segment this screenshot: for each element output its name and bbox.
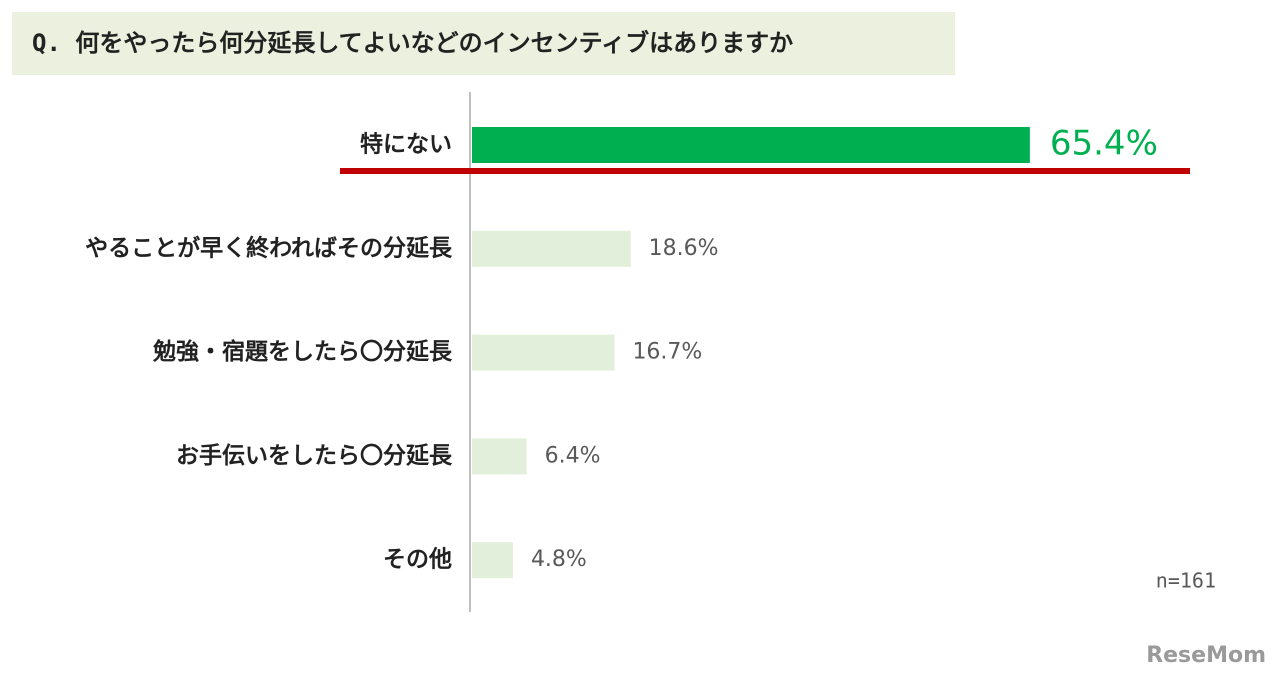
category-label: やることが早く終わればその分延長 [85,234,453,261]
bar [472,127,1030,163]
bar [472,542,513,579]
category-label: その他 [383,547,452,573]
value-label: 65.4% [1050,124,1158,164]
watermark: ReseMom [1146,643,1266,668]
title-box [12,12,955,75]
bar [472,438,527,475]
category-label: お手伝いをしたら〇分延長 [176,443,453,469]
value-label: 16.7% [632,340,702,365]
category-label: 特にない [360,132,452,158]
category-label: 勉強・宿題をしたら〇分延長 [152,338,453,365]
bar [472,230,631,267]
chart-title: Q. 何をやったら何分延長してよいなどのインセンティブはありますか [32,29,793,57]
value-label: 6.4% [545,443,601,468]
value-label: 4.8% [531,547,587,572]
highlight-underline [340,168,1190,174]
value-label: 18.6% [649,236,719,261]
sample-note: n=161 [1156,569,1216,593]
bar [472,334,615,371]
